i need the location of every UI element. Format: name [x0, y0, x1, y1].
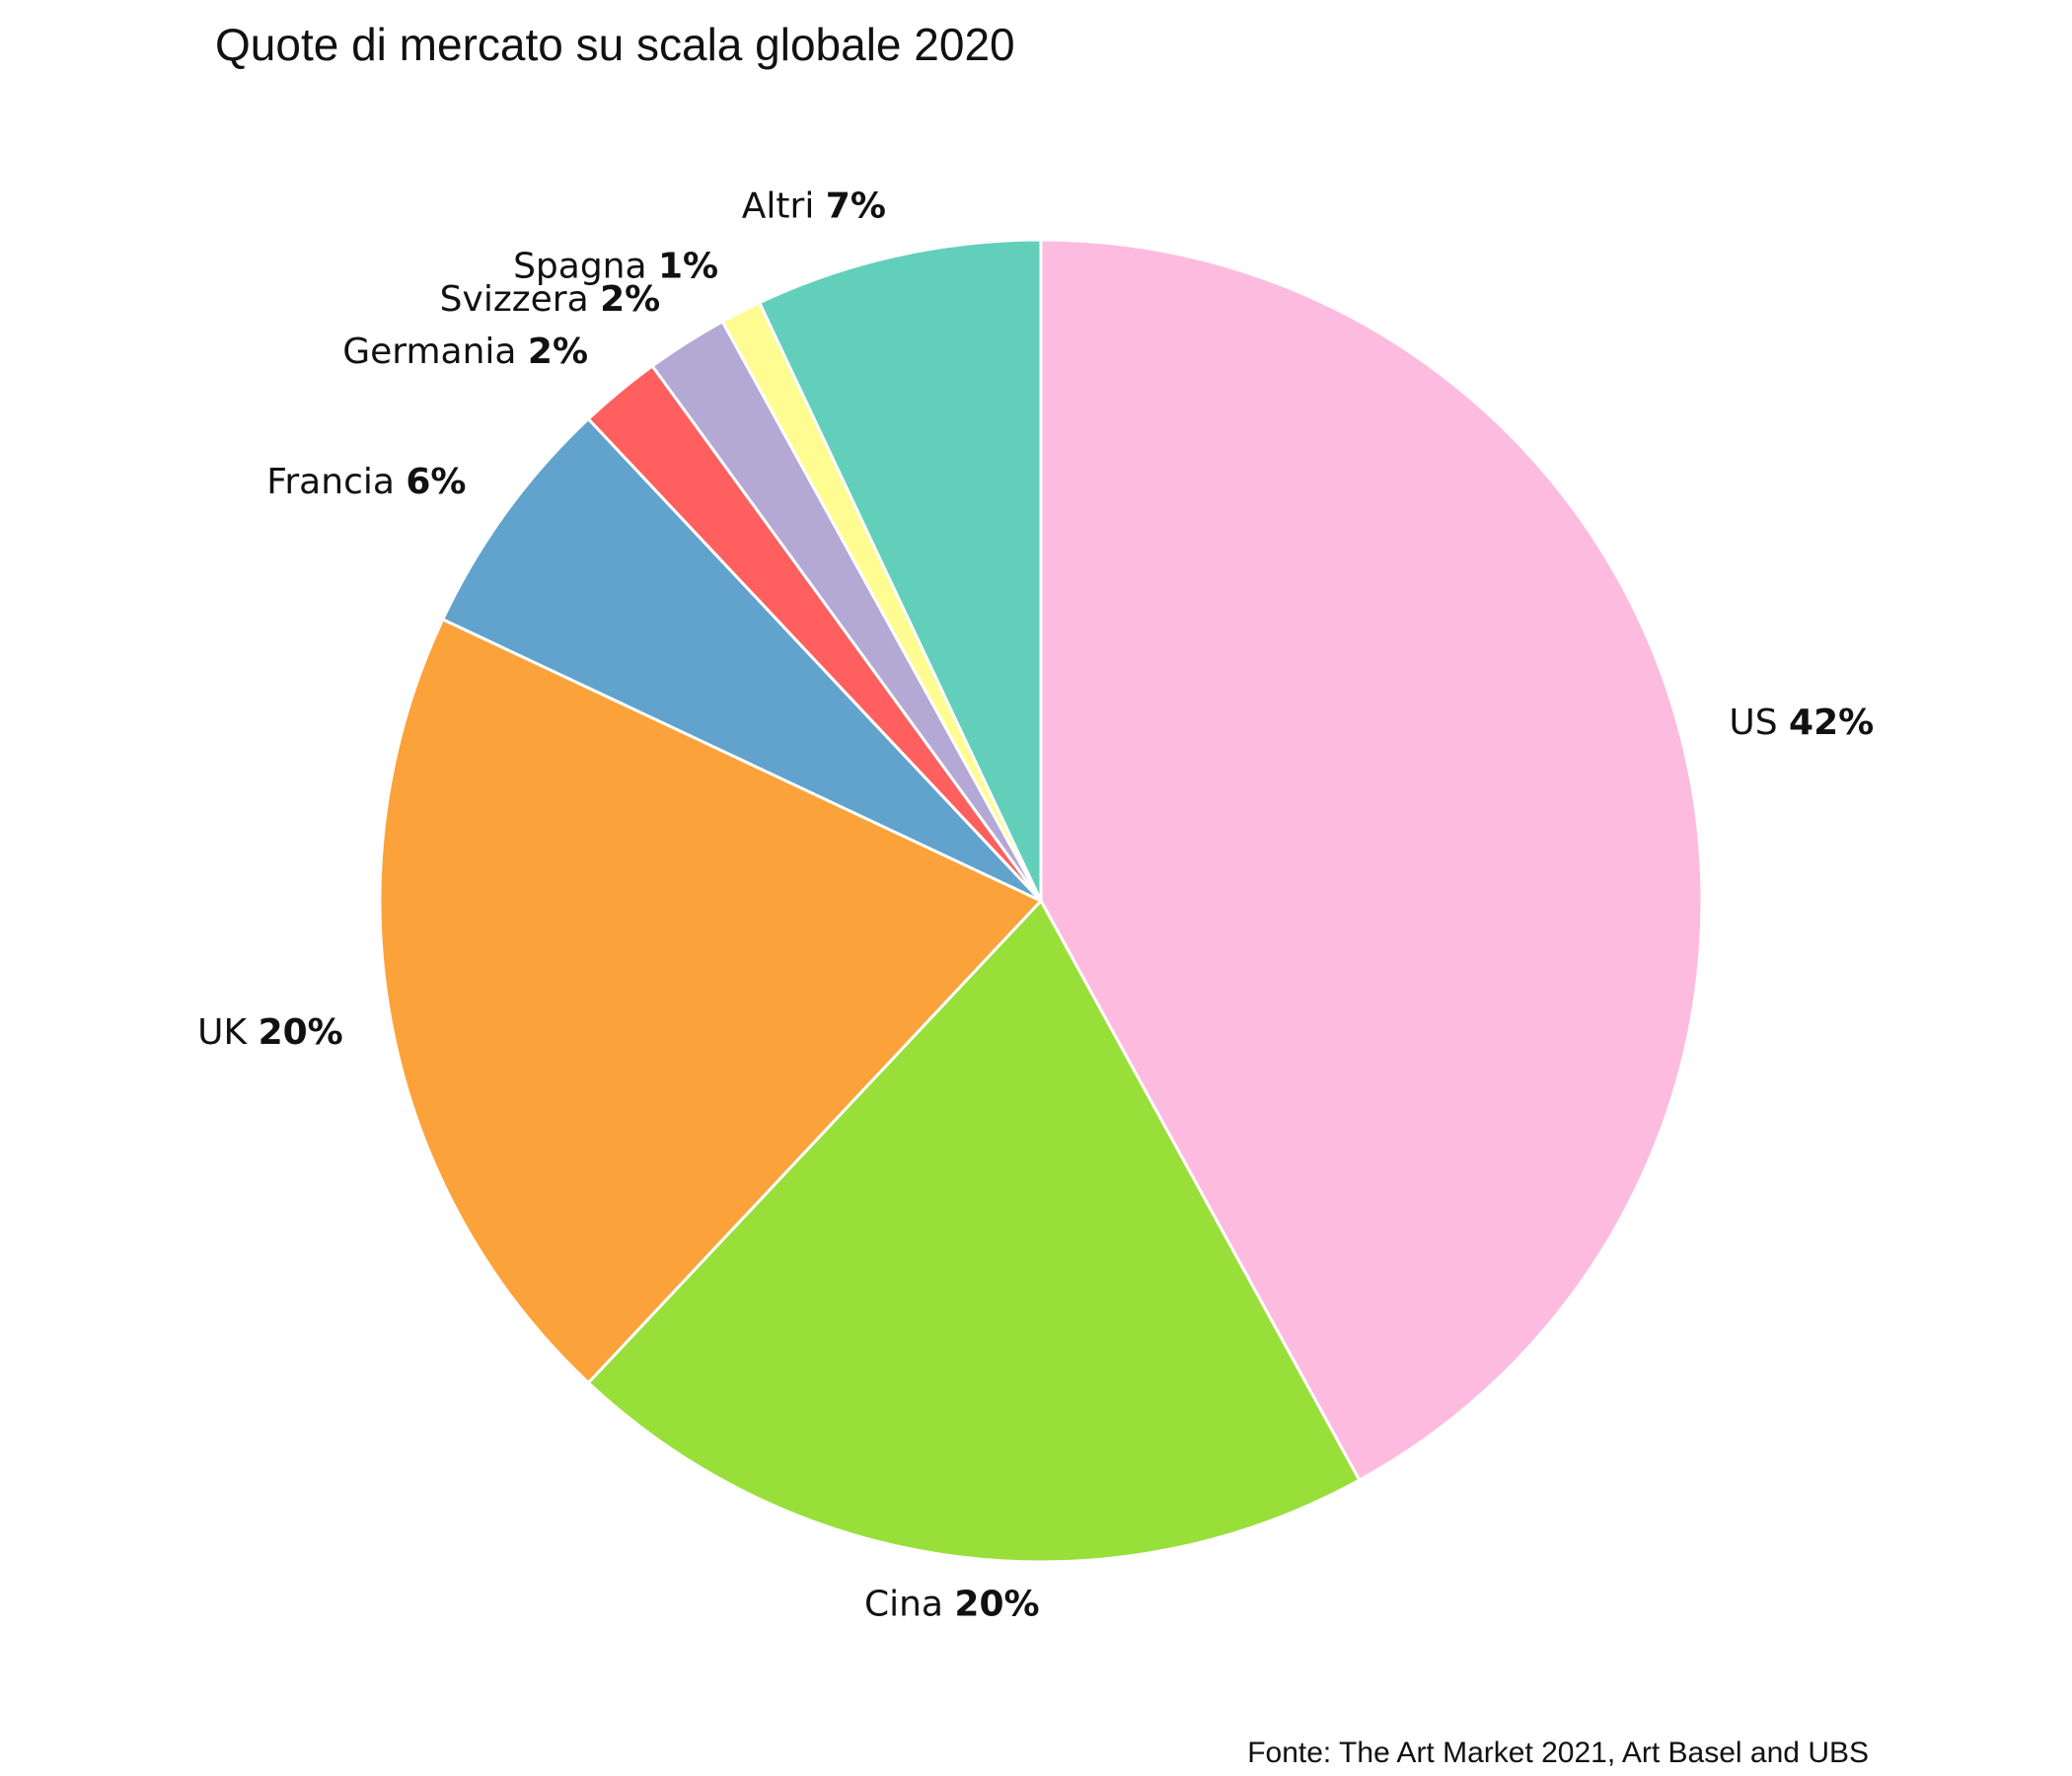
slice-label-percent: 20% — [259, 1012, 343, 1053]
pie-slices — [378, 238, 1704, 1564]
slice-label-altri: Altri 7% — [742, 185, 886, 226]
chart-title: Quote di mercato su scala globale 2020 — [215, 19, 1015, 70]
slice-label-percent: 42% — [1789, 703, 1874, 743]
pie-slice-francia — [441, 417, 1043, 903]
slice-label-percent: 1% — [658, 246, 718, 286]
source-note: Fonte: The Art Market 2021, Art Basel an… — [1247, 1737, 1869, 1769]
slice-label-percent: 20% — [954, 1584, 1039, 1624]
pie-slice-cina — [586, 899, 1362, 1564]
slice-label-name: UK — [197, 1012, 258, 1053]
slice-label-cina: Cina 20% — [864, 1584, 1040, 1624]
slice-label-percent: 2% — [600, 279, 660, 320]
slice-label-percent: 6% — [406, 462, 466, 502]
slice-label-svizzera: Svizzera 2% — [440, 279, 661, 320]
slice-label-uk: UK 20% — [197, 1012, 343, 1053]
pie-slice-uk — [378, 618, 1043, 1384]
slice-label-percent: 2% — [528, 332, 588, 372]
slice-label-us: US 42% — [1729, 703, 1874, 743]
slice-label-germania: Germania 2% — [342, 332, 588, 372]
slice-label-spagna: Spagna 1% — [513, 246, 718, 286]
slice-label-name: Svizzera — [440, 279, 600, 320]
slice-label-francia: Francia 6% — [266, 462, 466, 502]
slice-label-percent: 7% — [826, 185, 886, 226]
slice-label-name: Francia — [266, 462, 406, 502]
slice-label-name: Altri — [742, 185, 826, 226]
pie-slice-us — [1039, 238, 1704, 1482]
slice-label-name: Spagna — [513, 246, 658, 286]
pie-slice-altri — [758, 238, 1043, 903]
pie-labels: US 42%Cina 20%UK 20%Francia 6%Germania 2… — [197, 185, 1874, 1624]
slice-label-name: US — [1729, 703, 1789, 743]
slice-label-name: Germania — [342, 332, 528, 372]
slice-label-name: Cina — [864, 1584, 954, 1624]
